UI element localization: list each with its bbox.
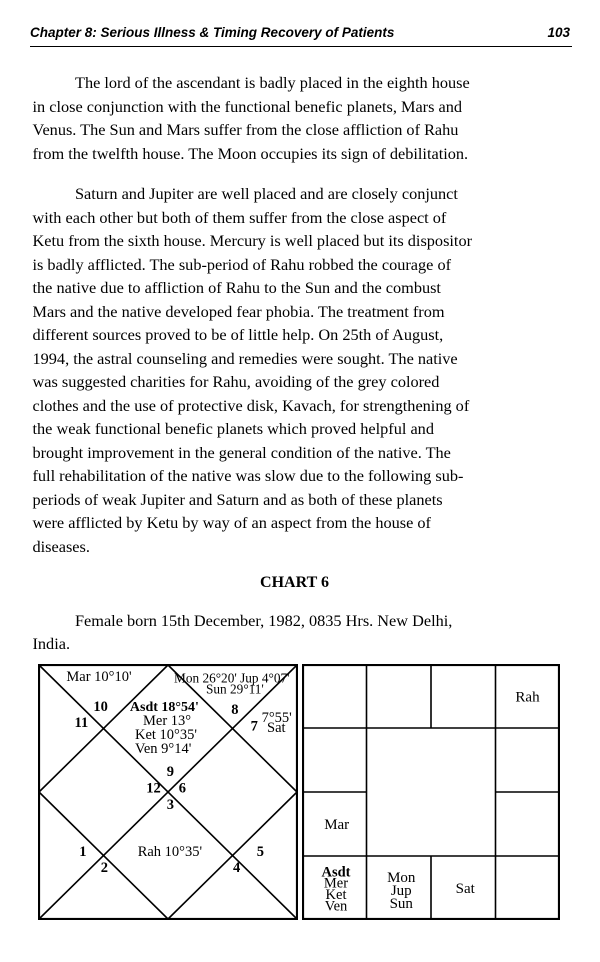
svg-text:7: 7 <box>251 718 258 734</box>
svg-text:6: 6 <box>179 781 186 797</box>
svg-text:Sat: Sat <box>456 881 476 897</box>
svg-text:Ven: Ven <box>325 899 348 915</box>
svg-text:Sun 29°11': Sun 29°11' <box>206 682 264 697</box>
svg-text:Sat: Sat <box>267 720 286 736</box>
svg-text:Mar: Mar <box>324 817 349 833</box>
svg-text:12: 12 <box>146 781 161 797</box>
svg-text:2: 2 <box>101 860 108 876</box>
svg-text:1: 1 <box>79 844 86 860</box>
svg-text:3: 3 <box>167 797 174 813</box>
svg-text:5: 5 <box>257 844 264 860</box>
svg-text:Sun: Sun <box>390 896 414 912</box>
svg-text:8: 8 <box>231 702 238 718</box>
svg-text:Ven 9°14': Ven 9°14' <box>135 741 191 757</box>
svg-text:4: 4 <box>233 860 240 876</box>
svg-text:11: 11 <box>75 715 89 731</box>
svg-text:10: 10 <box>93 699 108 715</box>
svg-text:Mar 10°10': Mar 10°10' <box>66 669 131 685</box>
svg-text:Rah: Rah <box>515 689 540 705</box>
svg-text:Rah 10°35': Rah 10°35' <box>138 844 202 860</box>
svg-text:9: 9 <box>167 764 174 780</box>
